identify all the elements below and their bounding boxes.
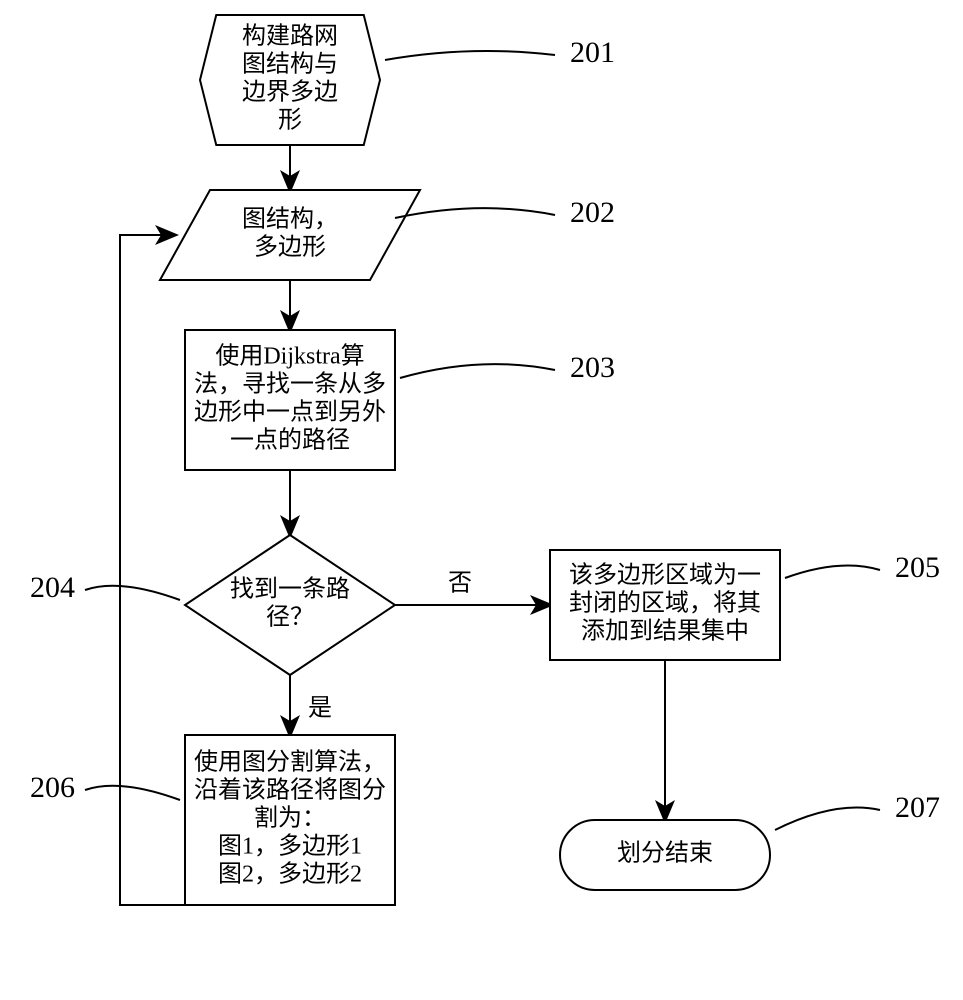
svg-text:206: 206 — [30, 771, 75, 804]
svg-text:法，寻找一条从多: 法，寻找一条从多 — [194, 371, 386, 398]
svg-text:构建路网: 构建路网 — [242, 23, 338, 50]
svg-text:该多边形区域为一: 该多边形区域为一 — [569, 562, 761, 589]
edge — [120, 235, 185, 905]
svg-text:边界多边: 边界多边 — [242, 79, 338, 106]
flowchart-diagram: 否是 构建路网图结构与边界多边形图结构，多边形使用Dijkstra算法，寻找一条… — [0, 0, 963, 1000]
svg-text:添加到结果集中: 添加到结果集中 — [581, 618, 749, 645]
node-n207: 划分结束 — [560, 820, 770, 890]
svg-text:使用图分割算法，: 使用图分割算法， — [194, 749, 386, 776]
ref-label-n205: 205 — [785, 551, 940, 584]
svg-text:径？: 径？ — [266, 604, 314, 631]
ref-label-n206: 206 — [30, 771, 180, 804]
svg-text:图2，多边形2: 图2，多边形2 — [218, 861, 362, 888]
svg-text:找到一条路: 找到一条路 — [230, 576, 350, 603]
svg-text:图结构，: 图结构， — [242, 206, 338, 233]
svg-text:割为：: 割为： — [254, 805, 326, 832]
edge: 是 — [290, 675, 332, 735]
svg-text:形: 形 — [278, 107, 302, 134]
svg-text:是: 是 — [308, 696, 332, 722]
node-n205: 该多边形区域为一封闭的区域，将其添加到结果集中 — [550, 550, 780, 660]
svg-text:202: 202 — [570, 196, 615, 229]
svg-text:205: 205 — [895, 551, 940, 584]
edge: 否 — [395, 571, 550, 606]
svg-text:图1，多边形1: 图1，多边形1 — [218, 833, 362, 860]
node-n202: 图结构，多边形 — [160, 190, 420, 280]
ref-label-n207: 207 — [775, 791, 940, 830]
labels-layer: 201 202 203 204 205 206 207 — [30, 36, 940, 830]
svg-text:封闭的区域，将其: 封闭的区域，将其 — [569, 590, 761, 617]
node-n204: 找到一条路径？ — [185, 535, 395, 675]
node-n206: 使用图分割算法，沿着该路径将图分割为：图1，多边形1图2，多边形2 — [185, 735, 395, 905]
nodes-layer: 构建路网图结构与边界多边形图结构，多边形使用Dijkstra算法，寻找一条从多边… — [160, 15, 780, 905]
node-n203: 使用Dijkstra算法，寻找一条从多边形中一点到另外一点的路径 — [185, 330, 395, 470]
node-n201: 构建路网图结构与边界多边形 — [200, 15, 380, 145]
svg-text:沿着该路径将图分: 沿着该路径将图分 — [194, 777, 386, 804]
svg-text:否: 否 — [448, 571, 472, 597]
ref-label-n203: 203 — [400, 351, 615, 384]
ref-label-n202: 202 — [395, 196, 615, 229]
svg-text:204: 204 — [30, 571, 75, 604]
svg-text:划分结束: 划分结束 — [617, 840, 713, 867]
svg-text:边形中一点到另外: 边形中一点到另外 — [194, 399, 386, 426]
ref-label-n204: 204 — [30, 571, 180, 604]
svg-text:多边形: 多边形 — [254, 234, 326, 261]
svg-text:一点的路径: 一点的路径 — [230, 427, 350, 454]
svg-text:图结构与: 图结构与 — [242, 51, 338, 78]
svg-text:207: 207 — [895, 791, 940, 824]
svg-text:201: 201 — [570, 36, 615, 69]
svg-text:使用Dijkstra算: 使用Dijkstra算 — [215, 343, 364, 370]
svg-text:203: 203 — [570, 351, 615, 384]
ref-label-n201: 201 — [385, 36, 615, 69]
